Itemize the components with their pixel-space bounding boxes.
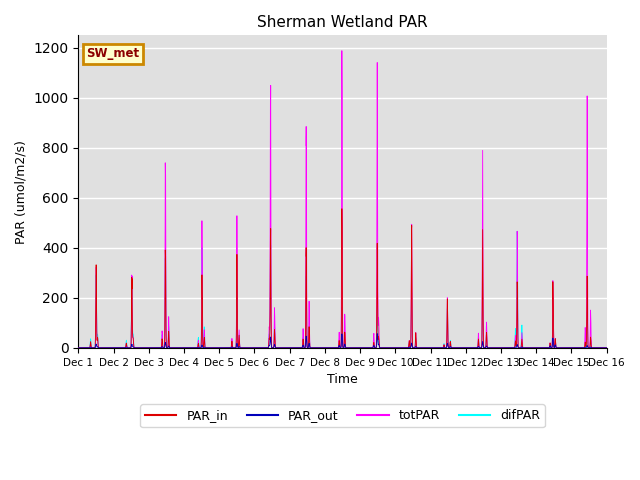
Title: Sherman Wetland PAR: Sherman Wetland PAR	[257, 15, 428, 30]
Y-axis label: PAR (umol/m2/s): PAR (umol/m2/s)	[15, 140, 28, 243]
Text: SW_met: SW_met	[86, 47, 140, 60]
Legend: PAR_in, PAR_out, totPAR, difPAR: PAR_in, PAR_out, totPAR, difPAR	[140, 404, 545, 427]
X-axis label: Time: Time	[327, 373, 358, 386]
